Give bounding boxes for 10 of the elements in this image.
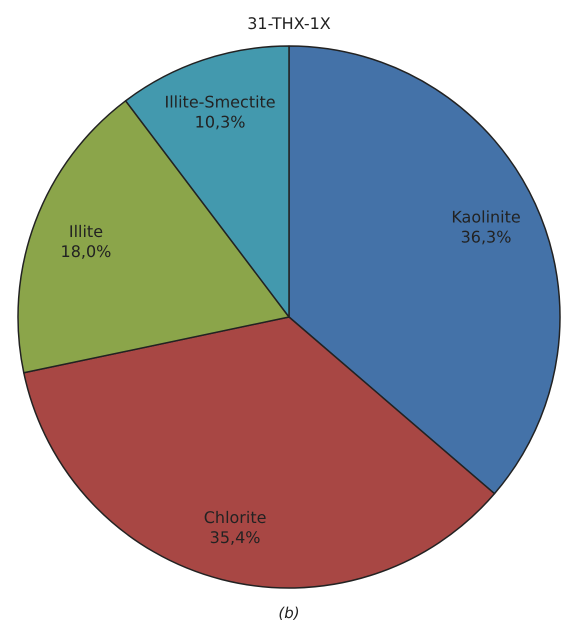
data-label: 10,3% — [194, 112, 246, 132]
data-label: 35,4% — [210, 528, 260, 547]
slice-label: Kaolinite — [451, 208, 521, 227]
data-label: 36,3% — [460, 228, 512, 247]
chart-title: 31-THX-1X — [247, 14, 331, 33]
slice-label: Illite — [68, 222, 104, 242]
slice-label: Chlorite — [204, 508, 266, 527]
data-label: 18,0% — [60, 242, 112, 262]
text: (b) — [278, 604, 300, 622]
slice-label: Illite-Smectite — [164, 92, 276, 112]
